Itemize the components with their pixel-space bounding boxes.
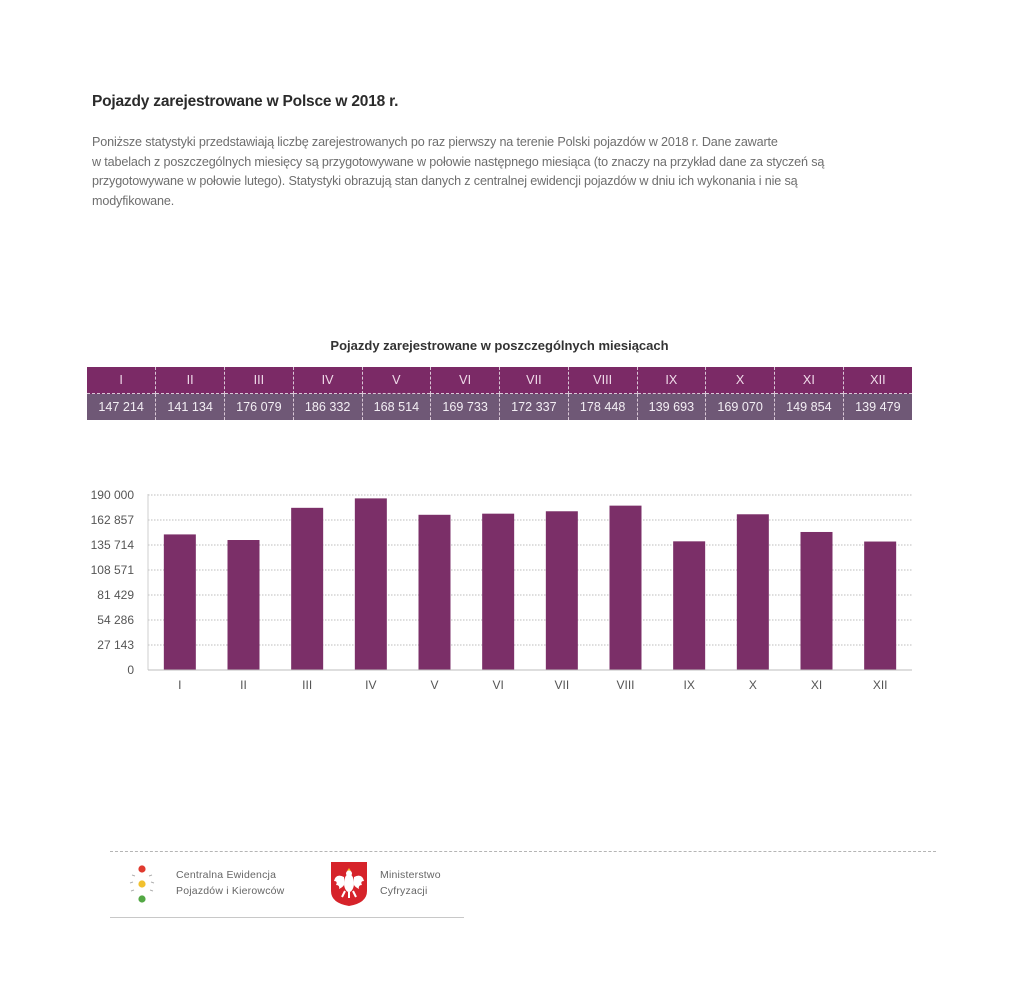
- intro-line: przygotowywane w połowie lutego). Statys…: [92, 174, 798, 188]
- intro-line: w tabelach z poszczególnych miesięcy są …: [92, 154, 825, 169]
- bar-II: [227, 540, 260, 670]
- table-month-value: 178 448: [567, 393, 637, 420]
- bar-V: [418, 514, 451, 670]
- bars: [163, 498, 897, 670]
- table-month-value: 168 514: [361, 393, 431, 420]
- y-tick-label: 190 000: [91, 488, 135, 502]
- bar-chart: 0 27 143 54 286 81 429 108 571 135 714 162 857…: [91, 488, 912, 692]
- table-month-header: IX: [636, 367, 706, 394]
- y-tick-label: 162 857: [91, 513, 135, 527]
- y-tick-label: 27 143: [97, 638, 134, 652]
- x-tick-label: V: [430, 678, 438, 692]
- ministry-line: Cyfryzacji: [380, 885, 428, 897]
- x-tick-label: X: [749, 678, 757, 692]
- table-month-header: XII: [842, 367, 912, 394]
- bar-VI: [482, 513, 515, 670]
- table-title: Pojazdy zarejestrowane w poszczególnych …: [330, 338, 669, 353]
- table-month-value: 139 693: [636, 393, 706, 420]
- x-tick-label: III: [302, 678, 312, 692]
- ministry-line: Ministerstwo: [380, 869, 441, 881]
- table-values-row: 147 214 141 134 176 079 186 332 168 514 169 7…: [87, 393, 912, 420]
- y-tick-label: 0: [127, 663, 134, 677]
- x-tick-label: VI: [492, 678, 503, 692]
- table-month-header: VIII: [567, 367, 637, 394]
- cepik-line: Pojazdów i Kierowców: [176, 885, 285, 897]
- table-month-value: 176 079: [224, 393, 294, 420]
- bar-VII: [545, 511, 578, 670]
- y-tick-label: 54 286: [97, 613, 134, 627]
- bar-VIII: [609, 505, 642, 670]
- table-month-header: XI: [774, 367, 844, 394]
- bar-XI: [800, 531, 833, 670]
- table-month-header: VI: [430, 367, 500, 394]
- table-month-header: V: [361, 367, 431, 394]
- x-tick-label: VIII: [616, 678, 634, 692]
- grid-lines: [148, 494, 912, 646]
- x-tick-label: IX: [683, 678, 694, 692]
- table-month-value: 149 854: [774, 393, 844, 420]
- table-month-value: 147 214: [87, 393, 156, 420]
- footer-bottom-divider: [110, 917, 464, 918]
- bar-III: [291, 507, 324, 670]
- table-month-header: I: [87, 367, 156, 394]
- x-tick-label: I: [178, 678, 181, 692]
- table-month-value: 169 733: [430, 393, 500, 420]
- y-tick-label: 81 429: [97, 588, 134, 602]
- bar-I: [163, 534, 196, 670]
- table-month-header: VII: [499, 367, 569, 394]
- bar-IV: [354, 498, 387, 670]
- ministry-logo-text: Ministerstwo Cyfryzacji: [380, 867, 441, 899]
- page-title: Pojazdy zarejestrowane w Polsce w 2018 r…: [92, 93, 399, 110]
- x-tick-label: XI: [811, 678, 822, 692]
- bar-X: [736, 514, 769, 670]
- table-month-header: II: [155, 367, 225, 394]
- x-tick-label: IV: [365, 678, 376, 692]
- cepik-logo-icon: [129, 865, 155, 903]
- y-axis-ticks: 0 27 143 54 286 81 429 108 571 135 714 162 857…: [91, 488, 135, 677]
- x-axis-ticks: I II III IV V VI VII VIII IX X XI XII: [178, 678, 887, 692]
- y-tick-label: 108 571: [91, 563, 135, 577]
- monthly-table: I II III IV V VI VII VIII IX X XI XII 147 214 141 13…: [87, 367, 912, 420]
- table-month-header: IV: [292, 367, 362, 394]
- bar-IX: [673, 541, 706, 670]
- table-month-header: X: [705, 367, 775, 394]
- polish-eagle-emblem-icon: [331, 862, 367, 906]
- cepik-logo-text: Centralna Ewidencja Pojazdów i Kierowców: [176, 867, 284, 899]
- table-month-value: 186 332: [292, 393, 362, 420]
- footer-divider: [110, 851, 936, 852]
- intro-paragraph: Poniższe statystyki przedstawiają liczbę…: [92, 133, 892, 211]
- table-month-value: 141 134: [155, 393, 225, 420]
- table-month-value: 139 479: [842, 393, 912, 420]
- x-tick-label: VII: [554, 678, 569, 692]
- x-tick-label: XII: [873, 678, 888, 692]
- table-month-value: 172 337: [499, 393, 569, 420]
- y-tick-label: 135 714: [91, 538, 135, 552]
- table-month-value: 169 070: [705, 393, 775, 420]
- intro-line: modyfikowane.: [92, 193, 175, 208]
- bar-XII: [864, 541, 897, 670]
- cepik-line: Centralna Ewidencja: [176, 869, 277, 881]
- intro-line: Poniższe statystyki przedstawiają liczbę…: [92, 135, 778, 149]
- table-month-header: III: [224, 367, 294, 394]
- table-header-row: I II III IV V VI VII VIII IX X XI XII: [87, 367, 912, 394]
- x-tick-label: II: [240, 678, 247, 692]
